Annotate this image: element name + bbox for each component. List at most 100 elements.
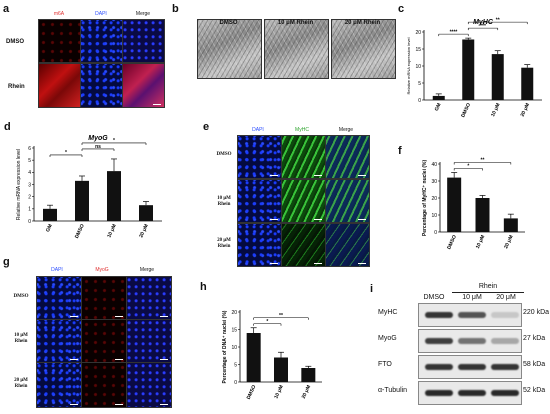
panel-label-d: d bbox=[4, 121, 11, 133]
micrograph-g-20um-dapi bbox=[36, 362, 82, 408]
micrograph-a-dmso-dapi bbox=[80, 19, 123, 63]
chart-c-sig-label: *** bbox=[480, 23, 486, 29]
blot-band bbox=[425, 338, 453, 344]
chart-f-ytick-label: 0 bbox=[434, 230, 437, 236]
micrograph-b-20um bbox=[331, 19, 396, 79]
panel-i-lane-dmso: DMSO bbox=[423, 294, 445, 301]
panel-i-lane-20um: 20 μM bbox=[496, 294, 516, 301]
panel-label-e: e bbox=[203, 121, 210, 133]
chart-c: MyHC 0 5 10 15 20 Relative mRNA expression lev… bbox=[406, 17, 542, 118]
blot-band bbox=[458, 364, 486, 370]
chart-f-ytick-label: 20 bbox=[431, 196, 437, 202]
chart-d-ytick-label: 6 bbox=[28, 146, 31, 152]
blot-band bbox=[425, 312, 453, 318]
chart-c-bar bbox=[521, 67, 534, 100]
micrograph-e-10um-dapi bbox=[237, 179, 282, 223]
blot-band bbox=[458, 390, 486, 396]
micrograph-g-20um-myog bbox=[81, 362, 127, 408]
chart-h-bar bbox=[274, 357, 288, 382]
chart-c-xtick-label: 20 μM bbox=[520, 102, 531, 117]
blot-strip-2 bbox=[418, 329, 522, 353]
chart-d-xtick-label: DMSO bbox=[74, 223, 86, 239]
chart-c-xtick-label: 10 μM bbox=[490, 102, 501, 117]
chart-c-bar bbox=[462, 39, 475, 100]
micrograph-g-10um-merge bbox=[126, 319, 172, 363]
panel-i-group-line bbox=[452, 292, 524, 293]
chart-d-title: MyoG bbox=[88, 135, 108, 142]
chart-c-ytick-label: 0 bbox=[418, 98, 421, 104]
panel-label-b: b bbox=[172, 3, 179, 15]
micrograph-g-dmso-dapi bbox=[36, 276, 82, 320]
micrograph-e-dmso-merge bbox=[325, 135, 370, 179]
panel-b-label-20um: 20 μM Rhein bbox=[344, 20, 381, 26]
chart-c-bar bbox=[491, 54, 504, 100]
blot-band bbox=[491, 312, 519, 318]
chart-d: MyoG 0 1 2 3 4 5 6 Relative mRNA expression leve… bbox=[16, 135, 162, 239]
micrograph-e-10um-merge bbox=[325, 179, 370, 223]
blot-size-3: 58 kDa bbox=[523, 361, 546, 368]
panel-label-f: f bbox=[398, 145, 402, 157]
chart-d-sig-label: * bbox=[65, 150, 67, 156]
chart-d-xtick-label: 10 μM bbox=[106, 223, 117, 238]
chart-h-xtick-label: 20 μM bbox=[301, 384, 312, 399]
micrograph-g-10um-myog bbox=[81, 319, 127, 363]
chart-f-ylabel: Percentage of MyHC⁺ nuclei (%) bbox=[422, 160, 428, 237]
chart-d-xtick-label: 20 μM bbox=[138, 223, 149, 238]
chart-c-ytick-label: 15 bbox=[415, 47, 421, 53]
panel-g-header-myog: MyoG bbox=[95, 267, 109, 273]
chart-d-ytick-label: 0 bbox=[28, 219, 31, 225]
panel-g-row-10um: 10 μM Rhein bbox=[14, 333, 28, 344]
panel-b-label-10um: 10 μM Rhein bbox=[277, 20, 314, 26]
panel-g-header-merge: Merge bbox=[139, 267, 155, 273]
chart-f-ytick-label: 30 bbox=[431, 179, 437, 185]
chart-d-bar bbox=[139, 205, 153, 221]
chart-f-bar bbox=[503, 218, 518, 232]
chart-d-ytick-label: 5 bbox=[28, 158, 31, 164]
micrograph-g-dmso-myog bbox=[81, 276, 127, 320]
chart-c-ylabel: Relative mRNA expression level bbox=[406, 37, 411, 94]
chart-d-ytick-label: 1 bbox=[28, 207, 31, 213]
micrograph-e-20um-merge bbox=[325, 223, 370, 267]
chart-f-xtick-label: DMSO bbox=[446, 234, 458, 250]
blot-band bbox=[491, 390, 519, 396]
chart-d-xtick-label: GM bbox=[45, 223, 54, 233]
blot-strip-3 bbox=[418, 355, 522, 379]
panel-e-row-dmso: DMSO bbox=[216, 152, 232, 157]
micrograph-e-20um-dapi bbox=[237, 223, 282, 267]
chart-h-ytick-label: 10 bbox=[231, 345, 237, 351]
panel-b-label-dmso: DMSO bbox=[219, 20, 238, 26]
chart-c-sig-label: ** bbox=[496, 17, 500, 23]
blot-label-3: FTO bbox=[378, 361, 392, 368]
panel-a-row-dmso: DMSO bbox=[6, 39, 24, 45]
chart-c-bar bbox=[432, 95, 445, 100]
micrograph-e-20um-myhc bbox=[281, 223, 326, 267]
micrograph-b-10um bbox=[264, 19, 329, 79]
chart-f-ytick-label: 40 bbox=[431, 162, 437, 168]
panel-i-lane-10um: 10 μM bbox=[462, 294, 482, 301]
panel-e-row-20um: 20 μM Rhein bbox=[217, 238, 231, 249]
micrograph-a-rhein-merge bbox=[122, 63, 165, 108]
chart-h-sig-label: ** bbox=[279, 313, 283, 319]
panel-label-c: c bbox=[398, 3, 405, 15]
chart-d-ytick-label: 2 bbox=[28, 194, 31, 200]
chart-d-sig-label: ns bbox=[95, 144, 101, 150]
micrograph-b-dmso bbox=[197, 19, 262, 79]
chart-h-ytick-label: 0 bbox=[234, 380, 237, 386]
panel-g-row-20um: 20 μM Rhein bbox=[14, 378, 28, 389]
panel-a-header-merge: Merge bbox=[135, 11, 151, 17]
micrograph-a-dmso-m6a bbox=[38, 19, 81, 63]
micrograph-a-dmso-merge bbox=[122, 19, 165, 63]
blot-size-4: 52 kDa bbox=[523, 387, 546, 394]
panel-e-row-10um: 10 μM Rhein bbox=[217, 196, 231, 207]
micrograph-e-dmso-dapi bbox=[237, 135, 282, 179]
micrograph-e-10um-myhc bbox=[281, 179, 326, 223]
chart-f-xtick-label: 10 μM bbox=[475, 234, 486, 249]
chart-d-bar bbox=[75, 180, 89, 221]
chart-f-ytick-label: 10 bbox=[431, 213, 437, 219]
chart-d-bar bbox=[107, 171, 121, 221]
chart-f-bar bbox=[475, 198, 490, 232]
blot-label-4: α-Tubulin bbox=[378, 387, 408, 394]
chart-h-bar bbox=[246, 333, 261, 382]
